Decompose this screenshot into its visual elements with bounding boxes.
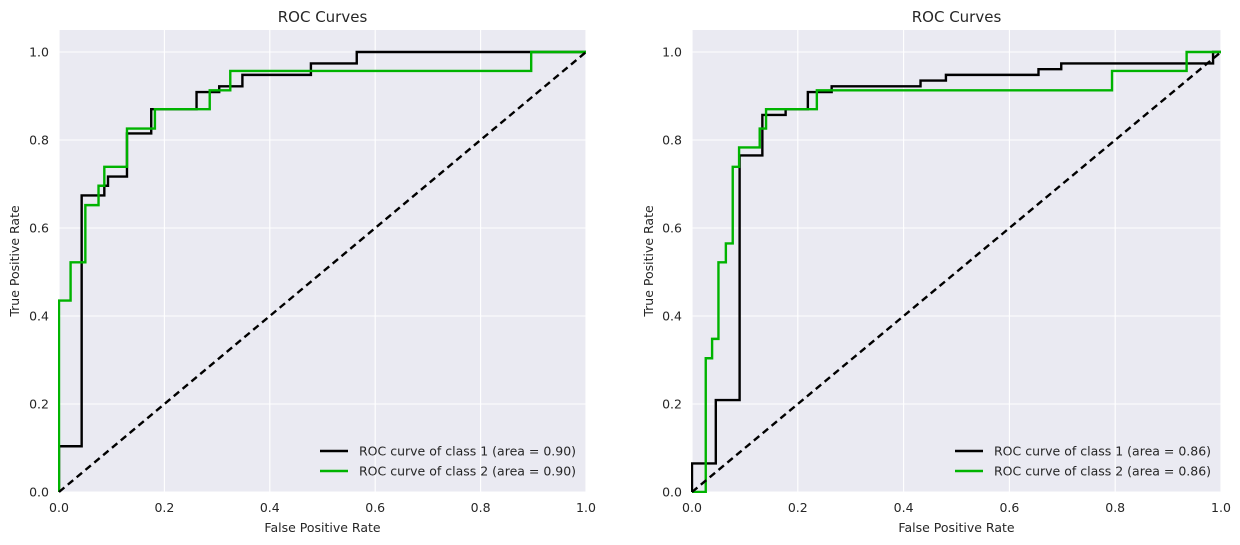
- y-tick-label: 0.8: [662, 133, 682, 148]
- chart-title: ROC Curves: [278, 8, 368, 26]
- y-tick-label: 0.2: [662, 397, 682, 412]
- legend-label-class-1: ROC curve of class 1 (area = 0.86): [994, 444, 1211, 459]
- y-tick-label: 1.0: [29, 45, 49, 60]
- x-tick-label: 0.8: [471, 500, 491, 515]
- y-tick-label: 0.4: [662, 309, 682, 324]
- y-axis-label: True Positive Rate: [7, 205, 22, 318]
- y-tick-label: 0.8: [29, 133, 49, 148]
- y-tick-label: 0.2: [29, 397, 49, 412]
- legend-label-class-1: ROC curve of class 1 (area = 0.90): [359, 444, 576, 459]
- x-tick-label: 1.0: [576, 500, 596, 515]
- series-group: [58, 50, 587, 493]
- y-tick-label: 0.4: [29, 309, 49, 324]
- roc-line-class-2: [58, 50, 586, 492]
- chart-title: ROC Curves: [912, 8, 1002, 26]
- roc-line-class-2: [692, 50, 1221, 493]
- series-group: [691, 50, 1222, 493]
- roc-line-class-1: [691, 50, 1221, 492]
- y-axis-label: True Positive Rate: [641, 205, 656, 318]
- y-tick-label: 1.0: [662, 45, 682, 60]
- x-tick-label: 0.6: [999, 500, 1019, 515]
- x-tick-label: 0.8: [1105, 500, 1125, 515]
- x-axis-label: False Positive Rate: [898, 520, 1014, 535]
- legend-label-class-2: ROC curve of class 2 (area = 0.86): [994, 464, 1211, 479]
- x-tick-label: 0.2: [154, 500, 174, 515]
- y-tick-label: 0.0: [29, 485, 49, 500]
- plot-area: [692, 30, 1221, 492]
- x-tick-label: 0.2: [788, 500, 808, 515]
- y-tick-label: 0.0: [662, 485, 682, 500]
- x-tick-label: 0.0: [49, 500, 69, 515]
- x-axis-label: False Positive Rate: [264, 520, 380, 535]
- chart-1: 0.0 0.2 0.4 0.6 0.8 1.0 0.0 0.2 0.4 0.6 0.8 1.0 ROC …: [7, 8, 596, 535]
- x-tick-label: 0.4: [894, 500, 914, 515]
- x-tick-label: 1.0: [1211, 500, 1231, 515]
- legend: ROC curve of class 1 (area = 0.90) ROC cu…: [320, 444, 576, 479]
- plot-area: [59, 30, 586, 492]
- x-tick-label: 0.0: [682, 500, 702, 515]
- x-tick-label: 0.6: [365, 500, 385, 515]
- y-tick-label: 0.6: [29, 221, 49, 236]
- y-tick-label: 0.6: [662, 221, 682, 236]
- legend-label-class-2: ROC curve of class 2 (area = 0.90): [359, 464, 576, 479]
- legend: ROC curve of class 1 (area = 0.86) ROC cu…: [955, 444, 1211, 479]
- x-tick-label: 0.4: [260, 500, 280, 515]
- chart-2: 0.0 0.2 0.4 0.6 0.8 1.0 0.0 0.2 0.4 0.6 0.8 1.0 ROC …: [641, 8, 1231, 535]
